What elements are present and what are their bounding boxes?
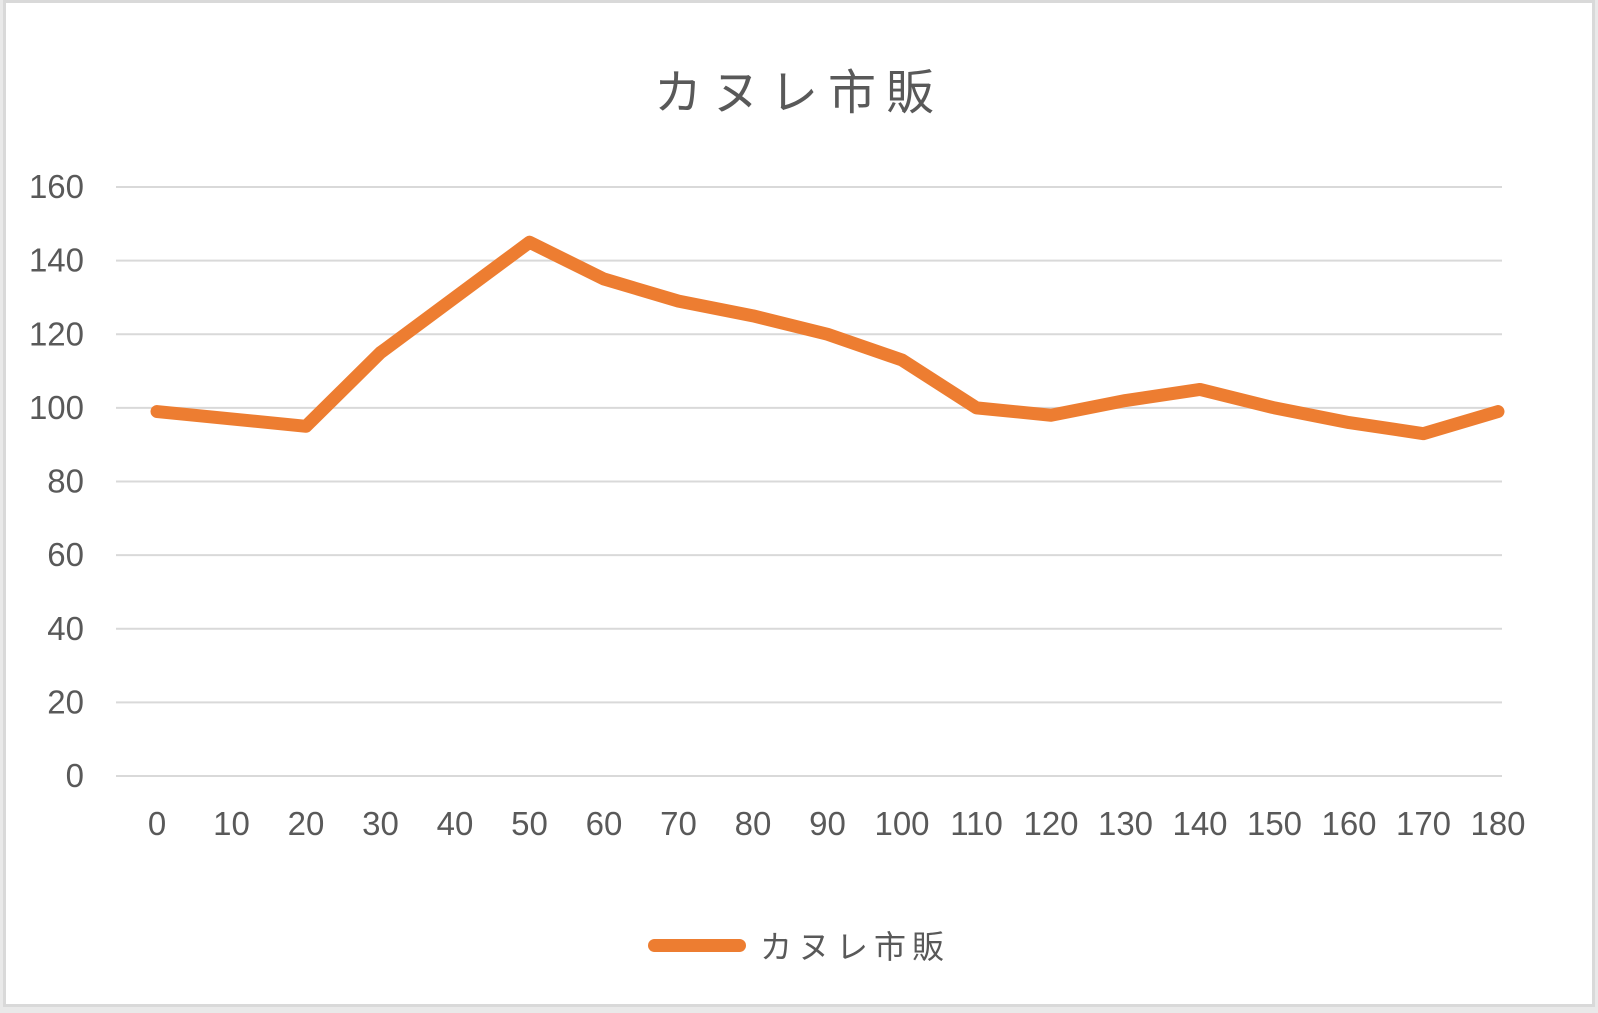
legend-line-swatch <box>647 938 746 952</box>
x-tick-label: 110 <box>950 805 1003 842</box>
chart-title: カヌレ市販 <box>653 67 944 120</box>
legend-label: カヌレ市販 <box>759 929 950 965</box>
y-tick-label: 60 <box>47 536 84 573</box>
x-tick-label: 140 <box>1172 805 1227 842</box>
x-tick-label: 30 <box>362 805 399 842</box>
x-tick-label: 50 <box>511 805 548 842</box>
x-tick-label: 150 <box>1247 805 1302 842</box>
y-tick-label: 160 <box>29 168 84 205</box>
line-chart-plot-area: 0 20 40 60 80 100 120 140 160 0 10 20 30 40 50 60 70 80 90… <box>29 168 1526 842</box>
y-tick-label: 20 <box>47 683 84 720</box>
y-tick-label: 100 <box>29 389 84 426</box>
x-tick-label: 180 <box>1470 805 1525 842</box>
x-tick-label: 70 <box>660 805 697 842</box>
x-tick-label: 20 <box>288 805 325 842</box>
y-tick-label: 140 <box>29 242 84 279</box>
x-tick-label: 90 <box>809 805 846 842</box>
x-tick-label: 80 <box>735 805 772 842</box>
x-tick-label: 160 <box>1321 805 1376 842</box>
x-tick-label: 40 <box>437 805 474 842</box>
x-tick-label: 60 <box>586 805 623 842</box>
x-tick-label: 10 <box>213 805 250 842</box>
y-tick-label: 0 <box>66 757 84 794</box>
y-tick-label: 80 <box>47 463 84 500</box>
x-tick-label: 170 <box>1396 805 1451 842</box>
series-line <box>150 235 1505 441</box>
chart-container: カヌレ市販 0 20 40 60 80 100 120 140 160 0 10 20 30 40 50 60… <box>3 0 1595 1007</box>
x-tick-label: 100 <box>874 805 929 842</box>
x-tick-label: 130 <box>1098 805 1153 842</box>
x-tick-label: 120 <box>1023 805 1078 842</box>
x-tick-label: 0 <box>148 805 166 842</box>
y-tick-label: 40 <box>47 610 84 647</box>
legend: カヌレ市販 <box>6 921 1592 969</box>
y-tick-label: 120 <box>29 315 84 352</box>
